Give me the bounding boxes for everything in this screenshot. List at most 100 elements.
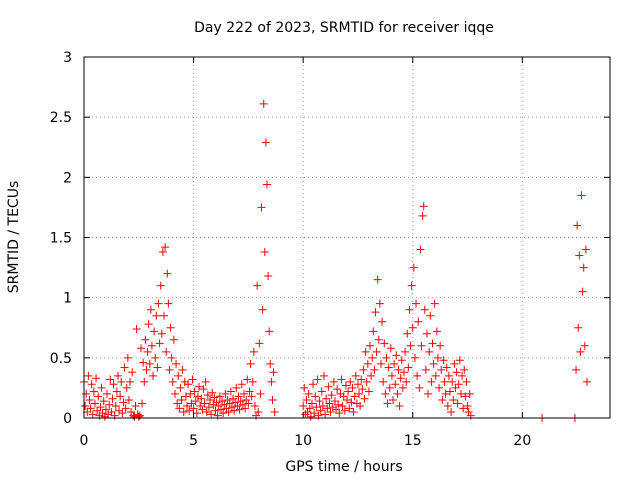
data-point (219, 409, 228, 418)
data-point (462, 377, 471, 386)
data-point (443, 401, 452, 410)
data-point (425, 347, 434, 356)
data-point (337, 375, 346, 384)
y-tick-label: 2.5 (50, 110, 72, 126)
data-point (173, 399, 182, 408)
data-point (402, 377, 411, 386)
data-point (106, 375, 115, 384)
data-point (393, 389, 402, 398)
data-point (191, 397, 200, 406)
data-point (326, 407, 335, 416)
data-point (416, 245, 425, 254)
data-point (386, 344, 395, 353)
data-point (92, 374, 101, 383)
data-point (177, 395, 186, 404)
data-point (93, 406, 102, 415)
y-tick-label: 2 (63, 170, 72, 186)
data-point (343, 395, 351, 404)
data-point (195, 382, 204, 391)
data-point (151, 353, 160, 362)
data-point (323, 404, 332, 413)
x-tick-label: 5 (189, 433, 198, 449)
data-point (311, 392, 320, 401)
data-point (310, 409, 319, 418)
data-point (246, 359, 255, 368)
data-point (344, 387, 353, 396)
data-point (86, 404, 95, 413)
data-point (113, 371, 122, 380)
data-point (265, 327, 274, 336)
data-point (84, 371, 93, 380)
data-point (382, 353, 391, 362)
data-point (166, 323, 175, 332)
data-point (356, 401, 365, 410)
data-point (399, 368, 408, 377)
data-point (438, 395, 447, 404)
data-point (417, 341, 426, 350)
data-point (165, 365, 174, 374)
data-point (156, 281, 165, 290)
data-point (203, 391, 212, 400)
data-point (305, 404, 314, 413)
data-point (190, 387, 199, 396)
data-point (105, 400, 114, 409)
data-point (140, 377, 149, 386)
data-point (88, 410, 97, 419)
data-point (85, 395, 94, 404)
data-point (226, 387, 235, 396)
data-point (360, 394, 369, 403)
data-point (247, 392, 256, 401)
data-point (299, 401, 308, 410)
data-point (316, 406, 325, 415)
data-point (435, 383, 444, 392)
data-point (263, 180, 272, 189)
data-point (199, 385, 208, 394)
data-point (372, 347, 381, 356)
data-point (306, 412, 315, 421)
data-point (575, 251, 584, 260)
data-point (332, 405, 341, 414)
data-point (404, 363, 413, 372)
data-point (322, 394, 331, 403)
data-point (204, 403, 213, 412)
data-point (215, 392, 224, 401)
data-point (395, 401, 404, 410)
data-point (89, 387, 98, 396)
data-point (444, 371, 453, 380)
data-point (325, 399, 334, 408)
data-point (389, 395, 398, 404)
data-point (108, 394, 117, 403)
data-point (327, 391, 336, 400)
data-point (164, 299, 173, 308)
data-point (120, 363, 129, 372)
data-point (119, 398, 128, 407)
data-point (572, 365, 581, 374)
data-points (80, 99, 591, 422)
data-point (96, 403, 105, 412)
data-point (154, 299, 163, 308)
data-point (420, 305, 429, 314)
data-point (440, 377, 449, 386)
data-point (333, 385, 342, 394)
data-point (347, 398, 356, 407)
data-point (117, 377, 126, 386)
data-point (414, 317, 423, 326)
data-point (321, 410, 330, 419)
data-point (358, 385, 367, 394)
data-point (141, 335, 150, 344)
data-point (317, 387, 326, 396)
data-point (266, 359, 275, 368)
data-point (269, 368, 278, 377)
data-point (401, 347, 410, 356)
data-point (170, 389, 179, 398)
data-point (446, 387, 455, 396)
data-point (109, 380, 118, 389)
data-point (87, 380, 96, 389)
data-point (447, 407, 456, 416)
data-point (403, 329, 412, 338)
data-point (374, 335, 383, 344)
data-point (162, 347, 171, 356)
data-point (187, 399, 196, 408)
data-point (268, 395, 277, 404)
data-point (433, 353, 442, 362)
